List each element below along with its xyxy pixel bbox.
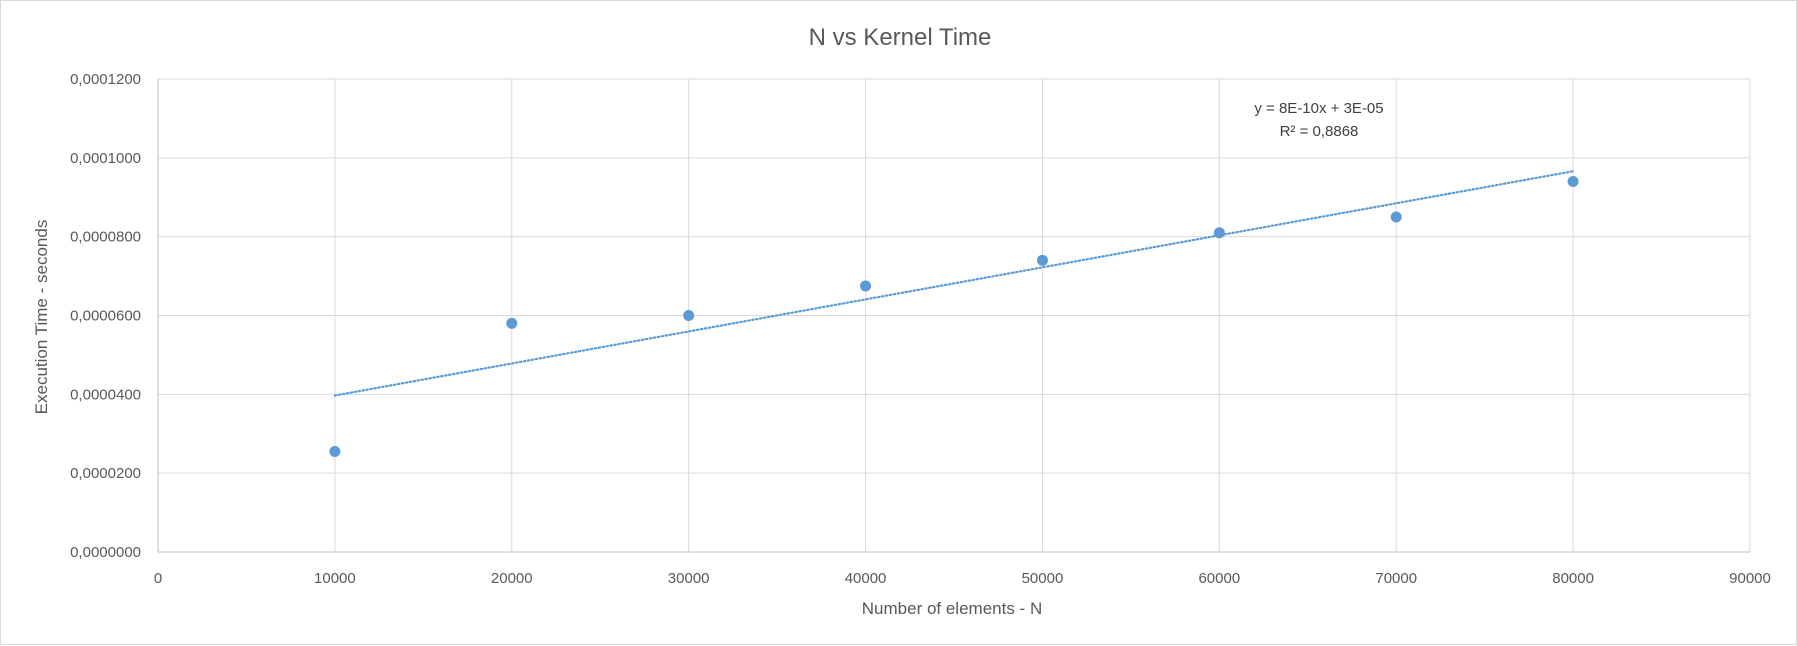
trendline-r-squared: R² = 0,8868 bbox=[1280, 123, 1359, 140]
x-tick-label: 50000 bbox=[1022, 570, 1064, 587]
data-point bbox=[506, 317, 518, 329]
y-tick-label: 0,0000400 bbox=[70, 386, 141, 403]
x-tick-label: 60000 bbox=[1198, 570, 1240, 587]
y-tick-label: 0,0001200 bbox=[70, 71, 141, 88]
data-point bbox=[1036, 254, 1048, 266]
y-axis-title: Execution Time - seconds bbox=[32, 220, 51, 415]
x-tick-label: 40000 bbox=[845, 570, 887, 587]
trendline-line bbox=[333, 170, 1575, 397]
x-axis-title: Number of elements - N bbox=[862, 599, 1042, 618]
data-point bbox=[1213, 227, 1225, 239]
x-tick-label: 0 bbox=[154, 570, 162, 587]
x-tick-label: 80000 bbox=[1552, 570, 1594, 587]
y-tick-label: 0,0000600 bbox=[70, 308, 141, 325]
data-point bbox=[329, 445, 341, 457]
trendline-equation: y = 8E-10x + 3E-05 bbox=[1254, 100, 1383, 117]
y-tick-label: 0,0000800 bbox=[70, 229, 141, 246]
x-tick-label: 10000 bbox=[314, 570, 356, 587]
x-tick-label: 30000 bbox=[668, 570, 710, 587]
axes bbox=[157, 79, 1750, 553]
data-points bbox=[329, 175, 1579, 457]
grid bbox=[157, 78, 1751, 553]
data-point bbox=[683, 310, 695, 321]
chart-title: N vs Kernel Time bbox=[809, 24, 992, 51]
trendline bbox=[333, 170, 1575, 397]
y-tick-label: 0,0000000 bbox=[70, 544, 141, 561]
y-tick-label: 0,0000200 bbox=[70, 465, 141, 482]
x-tick-label: 90000 bbox=[1729, 570, 1771, 587]
y-tick-labels: 0,0000000 0,0000200 0,0000400 0,0000600 0,00… bbox=[70, 71, 141, 561]
data-point bbox=[860, 280, 872, 292]
x-tick-label: 20000 bbox=[491, 570, 533, 587]
y-tick-label: 0,0001000 bbox=[70, 150, 141, 167]
data-point bbox=[1390, 211, 1402, 223]
x-tick-labels: 0 10000 20000 30000 40000 50000 60000 70000 8000… bbox=[154, 570, 1771, 587]
data-point bbox=[1567, 175, 1579, 187]
x-tick-label: 70000 bbox=[1375, 570, 1417, 587]
